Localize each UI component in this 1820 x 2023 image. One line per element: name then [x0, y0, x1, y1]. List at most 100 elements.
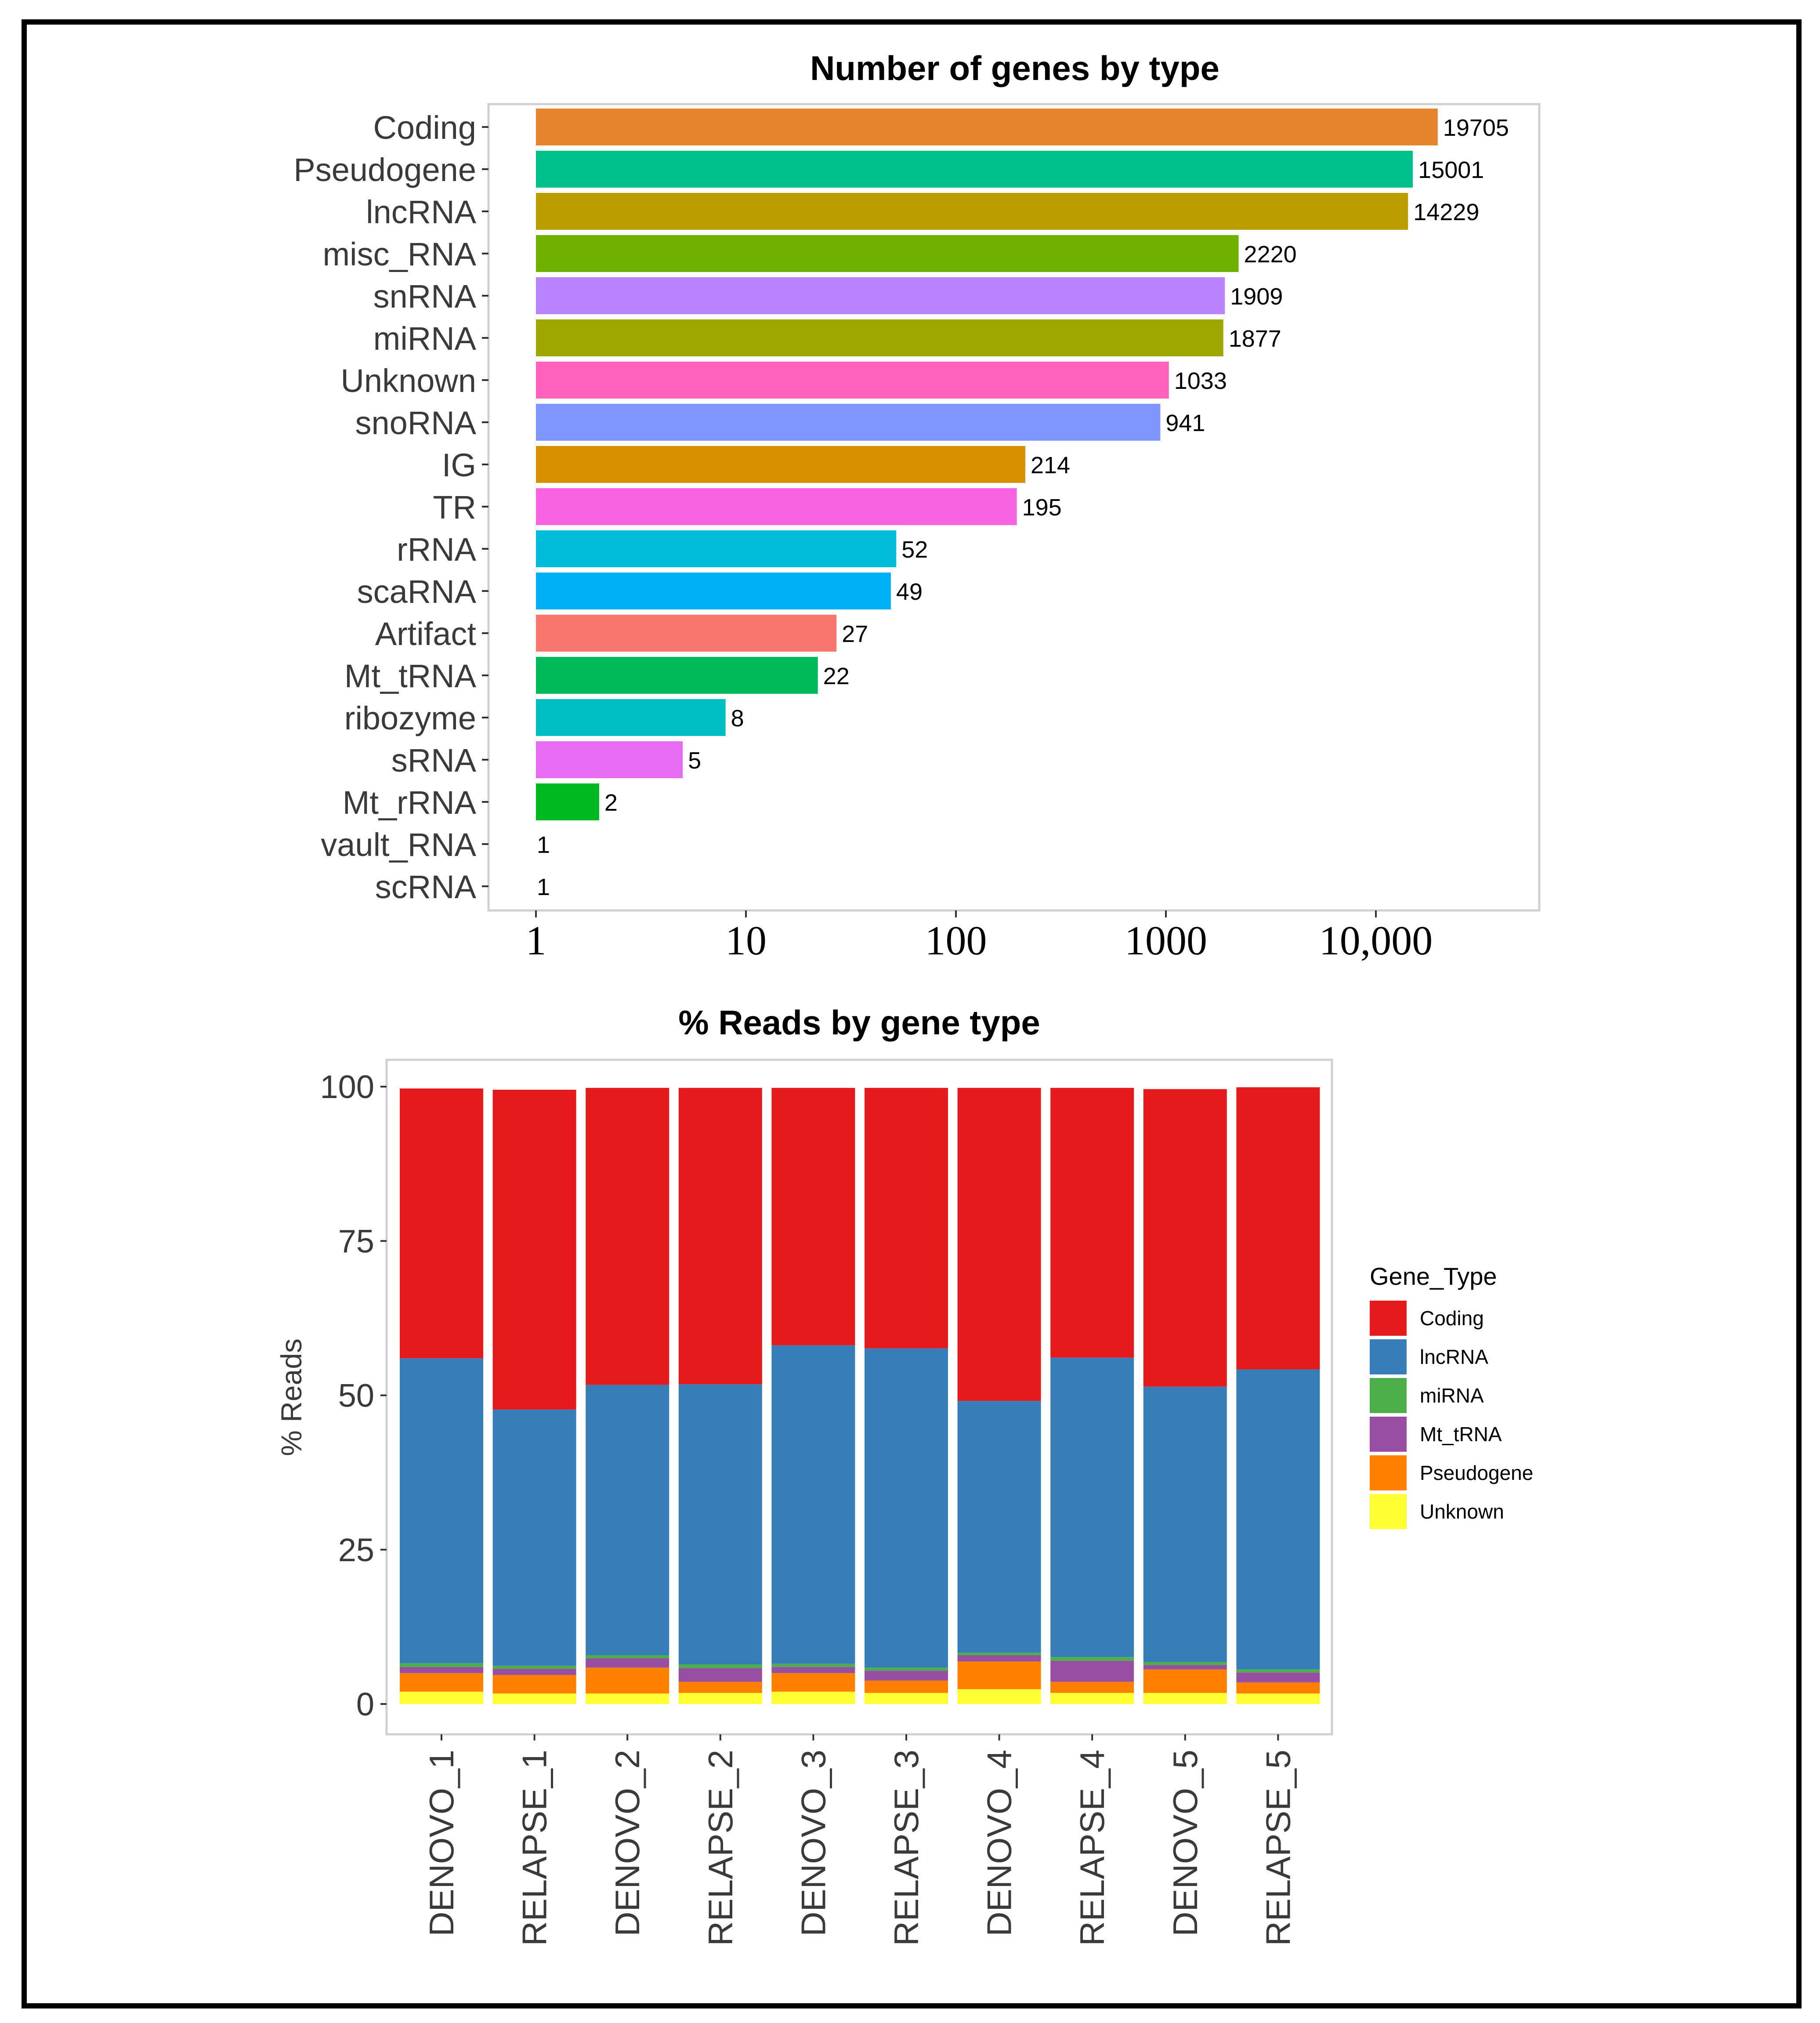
value-label: 2220: [1244, 241, 1297, 268]
segment-DENOVO_4-Mt_tRNA: [957, 1655, 1041, 1662]
segment-DENOVO_3-miRNA: [771, 1664, 855, 1667]
segment-DENOVO_4-lncRNA: [957, 1401, 1041, 1653]
segment-DENOVO_4-Pseudogene: [957, 1661, 1041, 1689]
segment-RELAPSE_3-Pseudogene: [865, 1680, 948, 1693]
category-label: Mt_tRNA: [344, 658, 477, 694]
category-label: miRNA: [373, 320, 477, 357]
segment-RELAPSE_4-Mt_tRNA: [1050, 1660, 1134, 1682]
segment-RELAPSE_1-Unknown: [492, 1693, 576, 1704]
value-label: 941: [1165, 410, 1205, 436]
segment-DENOVO_5-Pseudogene: [1143, 1669, 1227, 1693]
category-label: Artifact: [375, 616, 477, 652]
y-tick-label: 0: [356, 1686, 374, 1722]
segment-RELAPSE_5-Coding: [1236, 1087, 1320, 1370]
category-label: Coding: [373, 109, 476, 146]
segment-RELAPSE_5-lncRNA: [1236, 1369, 1320, 1670]
category-label: snRNA: [373, 278, 477, 315]
value-label: 1877: [1229, 326, 1281, 352]
bar-rRNA: [536, 530, 897, 567]
x-tick-label: DENOVO_1: [422, 1750, 461, 1936]
y-tick-label: 75: [338, 1223, 374, 1259]
segment-RELAPSE_4-Coding: [1050, 1088, 1134, 1358]
segment-RELAPSE_5-Unknown: [1236, 1693, 1320, 1704]
legend-items: Coding lncRNA miRNA Mt_tRNA Pseudogene Unknow…: [1370, 1301, 1533, 1529]
segment-DENOVO_2-Unknown: [586, 1693, 669, 1704]
segment-RELAPSE_5-miRNA: [1236, 1669, 1320, 1673]
chart2-title: % Reads by gene type: [678, 1003, 1040, 1042]
x-tick-label: RELAPSE_4: [1073, 1750, 1111, 1946]
segment-DENOVO_1-miRNA: [400, 1663, 483, 1667]
category-label: sRNA: [391, 742, 477, 779]
legend-swatch: [1370, 1417, 1407, 1452]
segment-RELAPSE_1-Mt_tRNA: [492, 1668, 576, 1675]
segment-RELAPSE_2-Coding: [678, 1088, 762, 1385]
category-label: misc_RNA: [323, 236, 477, 272]
segment-RELAPSE_2-Mt_tRNA: [678, 1668, 762, 1682]
x-tick-label: DENOVO_4: [980, 1750, 1019, 1936]
segment-RELAPSE_5-Pseudogene: [1236, 1682, 1320, 1694]
category-label: snoRNA: [355, 405, 476, 441]
legend-swatch: [1370, 1378, 1407, 1413]
segment-RELAPSE_3-Coding: [865, 1088, 948, 1349]
segment-DENOVO_2-lncRNA: [586, 1385, 669, 1656]
category-label: Mt_rRNA: [343, 784, 477, 821]
segment-DENOVO_5-Mt_tRNA: [1143, 1665, 1227, 1670]
chart1-bars: Coding 19705 Pseudogene 15001 lncRNA 14229 mis…: [293, 109, 1509, 905]
chart2-y-axis: 0 25 50 75 100: [320, 1069, 387, 1722]
value-label: 22: [823, 663, 850, 689]
bar-miRNA: [536, 319, 1223, 356]
segment-DENOVO_2-Mt_tRNA: [586, 1658, 669, 1668]
segment-RELAPSE_1-Pseudogene: [492, 1675, 576, 1694]
legend-swatch: [1370, 1339, 1407, 1374]
segment-RELAPSE_4-Pseudogene: [1050, 1682, 1134, 1693]
segment-DENOVO_2-miRNA: [586, 1655, 669, 1659]
segment-RELAPSE_2-miRNA: [678, 1664, 762, 1668]
bar-Unknown: [536, 362, 1169, 399]
segment-DENOVO_1-Pseudogene: [400, 1673, 483, 1692]
x-tick-label: RELAPSE_5: [1259, 1750, 1297, 1946]
segment-RELAPSE_1-Coding: [492, 1090, 576, 1410]
segment-RELAPSE_5-Mt_tRNA: [1236, 1672, 1320, 1682]
x-tick-label: 10: [725, 918, 767, 964]
bar-Mt_tRNA: [536, 657, 818, 694]
x-tick-label: DENOVO_3: [794, 1750, 832, 1936]
bar-scaRNA: [536, 573, 891, 609]
bar-Mt_rRNA: [536, 783, 599, 820]
bar-Pseudogene: [536, 151, 1413, 188]
legend-label: miRNA: [1420, 1384, 1484, 1407]
value-label: 214: [1031, 452, 1070, 479]
x-tick-label: 1: [526, 918, 546, 964]
bar-misc_RNA: [536, 235, 1239, 272]
chart2-bars: [400, 1087, 1320, 1704]
segment-DENOVO_4-miRNA: [957, 1653, 1041, 1656]
bar-ribozyme: [536, 699, 726, 736]
segment-RELAPSE_2-Pseudogene: [678, 1682, 762, 1693]
bar-sRNA: [536, 741, 683, 778]
bar-TR: [536, 488, 1017, 525]
segment-DENOVO_3-lncRNA: [771, 1345, 855, 1664]
value-label: 1033: [1174, 368, 1227, 394]
value-label: 8: [731, 705, 744, 732]
segment-RELAPSE_3-Mt_tRNA: [865, 1671, 948, 1681]
value-label: 19705: [1443, 115, 1509, 141]
x-tick-label: 100: [925, 918, 987, 964]
segment-DENOVO_5-Coding: [1143, 1089, 1227, 1387]
category-label: IG: [442, 447, 476, 483]
segment-DENOVO_2-Pseudogene: [586, 1668, 669, 1694]
value-label: 52: [901, 537, 928, 563]
value-label: 1: [537, 874, 550, 900]
category-label: Unknown: [340, 363, 476, 399]
value-label: 195: [1022, 494, 1062, 521]
segment-DENOVO_3-Coding: [771, 1088, 855, 1345]
x-tick-label: RELAPSE_3: [887, 1750, 926, 1946]
value-label: 27: [842, 621, 868, 647]
segment-RELAPSE_4-miRNA: [1050, 1657, 1134, 1661]
value-label: 14229: [1413, 199, 1479, 225]
y-tick-label: 50: [338, 1378, 374, 1414]
chart1-x-axis: 1 10 100 1000 10,000: [526, 910, 1433, 964]
bar-Artifact: [536, 615, 837, 652]
segment-DENOVO_5-Unknown: [1143, 1693, 1227, 1704]
category-label: lncRNA: [366, 194, 476, 230]
segment-RELAPSE_3-lncRNA: [865, 1348, 948, 1668]
segment-DENOVO_1-Mt_tRNA: [400, 1667, 483, 1673]
